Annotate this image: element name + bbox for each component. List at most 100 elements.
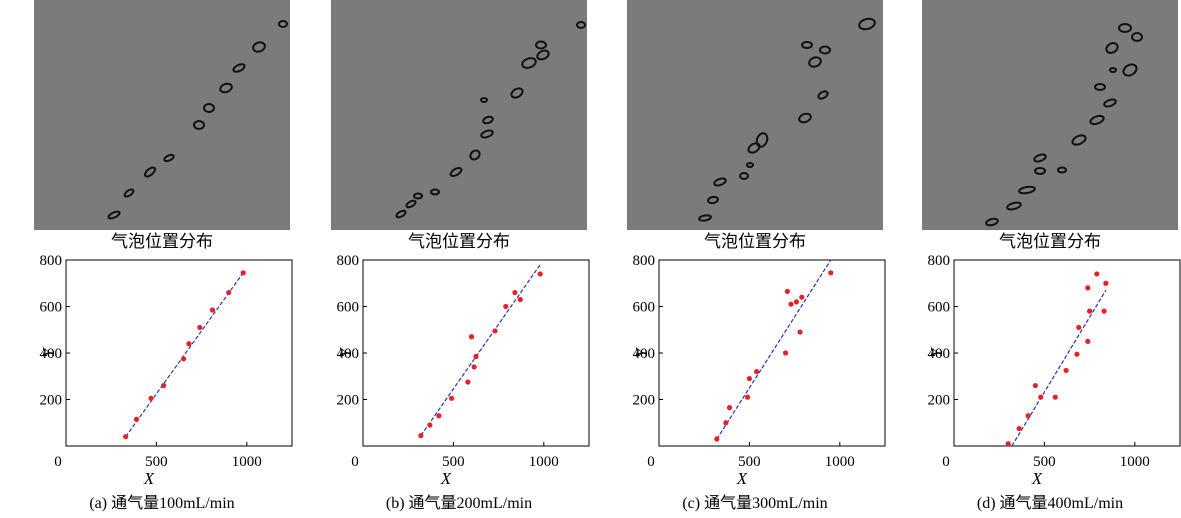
bubble	[1057, 166, 1067, 174]
panel-c: 气泡位置分布 200 400 600 800 0 500 1000 X Y (c) 通气量300…	[627, 0, 903, 518]
bubble	[798, 112, 812, 124]
bubble	[1006, 201, 1022, 211]
fit-line	[125, 272, 244, 438]
x-tick-label: 0	[54, 454, 62, 470]
y-tick-label: 200	[337, 393, 360, 409]
y-tick-label: 800	[633, 253, 656, 269]
x-axis-label: X	[440, 469, 452, 488]
bubble	[1109, 67, 1117, 73]
x-tick-label: 1000	[1120, 454, 1150, 470]
data-point	[512, 289, 518, 296]
bubble	[755, 132, 769, 148]
bubble	[536, 49, 550, 61]
data-point	[797, 329, 803, 335]
bubble	[801, 41, 813, 49]
plot-frame	[953, 259, 1181, 447]
data-point	[436, 413, 442, 419]
data-point	[1085, 285, 1091, 291]
panel-caption: (d) 通气量400mL/min	[976, 495, 1124, 512]
data-point	[1052, 394, 1058, 400]
data-point	[1101, 308, 1107, 314]
data-point	[1074, 351, 1080, 357]
bubble	[413, 192, 423, 200]
bubble	[1094, 83, 1106, 91]
bubble	[1105, 42, 1119, 54]
x-axis-label: X	[1031, 469, 1043, 488]
x-tick-label: 0	[351, 454, 359, 470]
data-point	[180, 356, 187, 362]
bubble	[1018, 185, 1036, 195]
data-point	[197, 324, 203, 331]
bubble-photo	[34, 0, 290, 230]
bubble	[747, 142, 761, 154]
data-point	[744, 394, 751, 400]
panel-caption: (a) 通气量100mL/min	[89, 495, 235, 512]
bubble	[808, 56, 822, 68]
y-tick-label: 600	[337, 300, 360, 316]
data-point	[1094, 271, 1100, 277]
bubble	[1103, 98, 1117, 108]
x-tick-label: 0	[647, 454, 655, 470]
bubble	[1131, 32, 1143, 42]
x-tick-label: 500	[442, 454, 465, 470]
bubble	[144, 166, 156, 178]
data-point	[161, 382, 167, 389]
bubble	[278, 20, 288, 28]
x-tick-label: 1000	[825, 454, 855, 470]
data-point	[537, 271, 543, 277]
bubble	[707, 195, 719, 205]
data-point	[828, 270, 834, 276]
bubble	[163, 153, 175, 163]
bubble	[858, 17, 876, 31]
bubble	[1118, 23, 1132, 33]
x-tick-label: 500	[145, 454, 168, 470]
data-point	[1085, 338, 1091, 344]
data-point	[1005, 441, 1011, 447]
bubble-photo-drawing	[395, 21, 586, 219]
scatter-plot-a: 200 400 600 800 0 500 1000 X Y	[39, 253, 293, 488]
bubble	[1089, 114, 1105, 126]
data-point	[799, 294, 805, 300]
bubble	[395, 209, 407, 219]
bubble-photo-drawing	[107, 20, 288, 220]
bubble-photo	[331, 0, 587, 230]
y-axis-label: Y	[927, 347, 946, 358]
bubble	[193, 120, 205, 130]
bubble	[817, 90, 829, 100]
data-point	[503, 303, 509, 310]
x-axis-label: X	[736, 469, 748, 488]
data-point	[468, 334, 475, 340]
data-point	[782, 350, 789, 356]
data-point	[1032, 382, 1038, 389]
data-point	[784, 288, 790, 294]
bubble	[449, 167, 463, 177]
data-point	[186, 341, 192, 347]
bubble	[480, 97, 488, 103]
data-point	[726, 405, 733, 411]
y-tick-label: 400	[337, 346, 360, 362]
data-point	[123, 434, 129, 440]
scatter-plot-d: 200 400 600 800 0 500 1000 X Y	[927, 253, 1181, 488]
bubble	[480, 129, 494, 139]
x-tick-label: 500	[1033, 454, 1056, 470]
y-axis-label: Y	[632, 347, 651, 358]
data-point	[517, 296, 523, 303]
data-point	[471, 364, 477, 370]
bubble	[252, 41, 266, 53]
fit-line	[1011, 289, 1107, 447]
data-point	[492, 328, 498, 334]
bubble	[405, 199, 417, 209]
bubble	[482, 115, 494, 125]
data-point	[788, 301, 794, 307]
data-point	[465, 379, 471, 385]
bubble	[576, 21, 586, 29]
bubble	[985, 217, 999, 227]
scatter-plot-b: 200 400 600 800 0 500 1000 X Y	[336, 253, 590, 488]
data-point	[473, 353, 479, 360]
data-point	[448, 395, 455, 401]
panel-b: 气泡位置分布 200 400 600 800 0 500 1000 X Y (b) 通气量200…	[331, 0, 607, 518]
y-tick-label: 800	[40, 253, 63, 269]
data-point	[1016, 425, 1022, 432]
bubble	[219, 82, 233, 94]
y-tick-label: 400	[40, 346, 63, 362]
